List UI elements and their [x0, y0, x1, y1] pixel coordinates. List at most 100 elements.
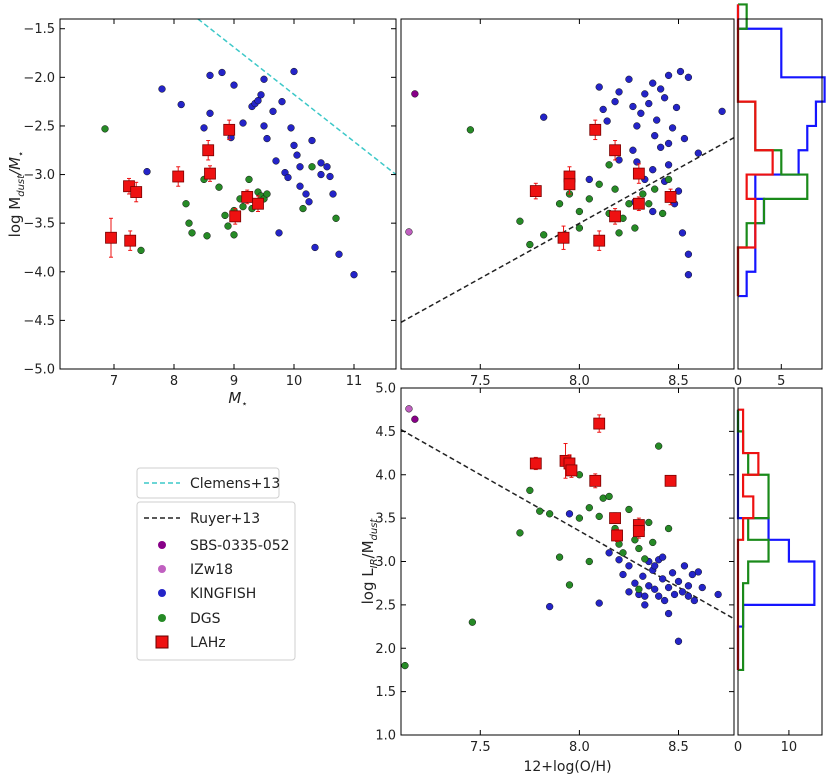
kingfish-point — [668, 124, 677, 132]
dgs-point — [585, 557, 593, 566]
dgs-point — [649, 538, 657, 547]
y-part: /M — [6, 157, 24, 177]
dgs-point — [585, 504, 593, 512]
legend-izw-label: IZw18 — [190, 562, 233, 578]
y-tick-label: 1.5 — [375, 685, 396, 700]
dgs-point — [215, 183, 223, 191]
hist-x-tick-label: 0 — [734, 374, 742, 389]
dgs-point — [651, 185, 659, 193]
lahz-point — [632, 525, 645, 538]
dgs-point — [585, 195, 593, 203]
clemens-line — [197, 19, 396, 176]
dgs-point — [526, 486, 534, 495]
legend-dgs-marker — [158, 614, 166, 622]
dgs-point — [655, 442, 663, 450]
x-tick-label: 11 — [346, 374, 363, 389]
kingfish-point — [664, 583, 673, 592]
kingfish-point — [649, 207, 657, 216]
kingfish-point — [651, 562, 659, 570]
kingfish-point — [206, 109, 214, 117]
kingfish-point — [308, 136, 316, 145]
kingfish-point — [218, 68, 226, 77]
kingfish-point — [676, 67, 685, 76]
lahz-point — [563, 178, 576, 191]
kingfish-point — [639, 572, 647, 580]
kingfish-point — [664, 71, 673, 80]
x-tick-label: 10 — [286, 374, 303, 389]
kingfish-point — [680, 134, 689, 143]
dgs-point — [203, 232, 211, 240]
dgs-point — [575, 207, 584, 216]
kingfish-point — [651, 585, 659, 593]
kingfish-point — [615, 88, 623, 96]
kingfish-point — [664, 161, 673, 169]
lahz-point — [202, 144, 215, 157]
dgs-point — [299, 204, 307, 213]
x-tick-label: 8.5 — [668, 740, 689, 755]
kingfish-point — [649, 166, 657, 174]
kingfish-point — [200, 124, 208, 132]
hist-kingfish — [736, 4, 826, 298]
kingfish-point — [302, 190, 310, 198]
hist-x-tick-label: 10 — [781, 740, 798, 755]
kingfish-point — [631, 579, 639, 587]
kingfish-point — [317, 159, 325, 167]
dgs-point — [540, 231, 548, 239]
legend-izw-marker — [158, 565, 166, 573]
x-tick-label: 8 — [170, 374, 178, 389]
dgs-point — [182, 200, 190, 208]
y-tick-label: −3.5 — [23, 217, 55, 232]
legend-clemens-label: Clemens+13 — [190, 476, 280, 492]
x-tick-label: 8.0 — [569, 374, 590, 389]
lahz-point — [664, 191, 677, 203]
kingfish-point — [655, 592, 663, 600]
y-sub: IR — [369, 558, 380, 568]
lahz-point — [565, 464, 578, 477]
lahz-point — [529, 457, 542, 470]
plot-area — [401, 67, 734, 323]
kingfish-point — [275, 229, 283, 237]
kingfish-point — [698, 583, 706, 592]
kingfish-point — [585, 175, 593, 184]
x-tick-label: 7 — [110, 374, 118, 389]
kingfish-point — [641, 601, 649, 609]
kingfish-point — [645, 99, 653, 108]
lahz-point — [609, 512, 621, 525]
dgs-point — [645, 200, 653, 208]
dgs-point — [224, 222, 232, 230]
kingfish-point — [660, 596, 669, 605]
kingfish-point — [641, 592, 649, 600]
y-tick-label: 2.0 — [375, 642, 396, 657]
lahz-point — [589, 123, 602, 136]
kingfish-point — [296, 163, 304, 171]
dgs-point — [575, 224, 584, 232]
x-tick-label: 8.0 — [569, 740, 590, 755]
kingfish-point — [230, 81, 238, 89]
kingfish-point — [625, 75, 633, 83]
dgs-point — [619, 549, 627, 557]
kingfish-point — [546, 602, 554, 611]
kingfish-point — [678, 229, 687, 237]
x-axis-label: M⋆ — [228, 389, 247, 410]
y-tick-label: −5.0 — [23, 363, 55, 378]
kingfish-point — [629, 102, 637, 111]
kingfish-point — [668, 569, 677, 577]
dgs-point — [625, 505, 633, 514]
lahz-point — [557, 231, 570, 244]
y-sub: dust — [16, 174, 27, 197]
kingfish-point — [684, 592, 693, 600]
kingfish-point — [260, 75, 268, 83]
kingfish-point — [658, 553, 667, 561]
legend-kingfish-label: KINGFISH — [190, 586, 256, 602]
kingfish-point — [603, 117, 611, 125]
kingfish-point — [335, 250, 343, 258]
kingfish-point — [540, 113, 548, 121]
dgs-point — [536, 507, 544, 515]
lahz-point — [664, 474, 677, 487]
legend-sbs-marker — [158, 541, 166, 549]
lahz-point — [105, 231, 117, 244]
kingfish-point — [674, 637, 683, 645]
kingfish-point — [611, 97, 619, 106]
kingfish-point — [595, 83, 603, 91]
